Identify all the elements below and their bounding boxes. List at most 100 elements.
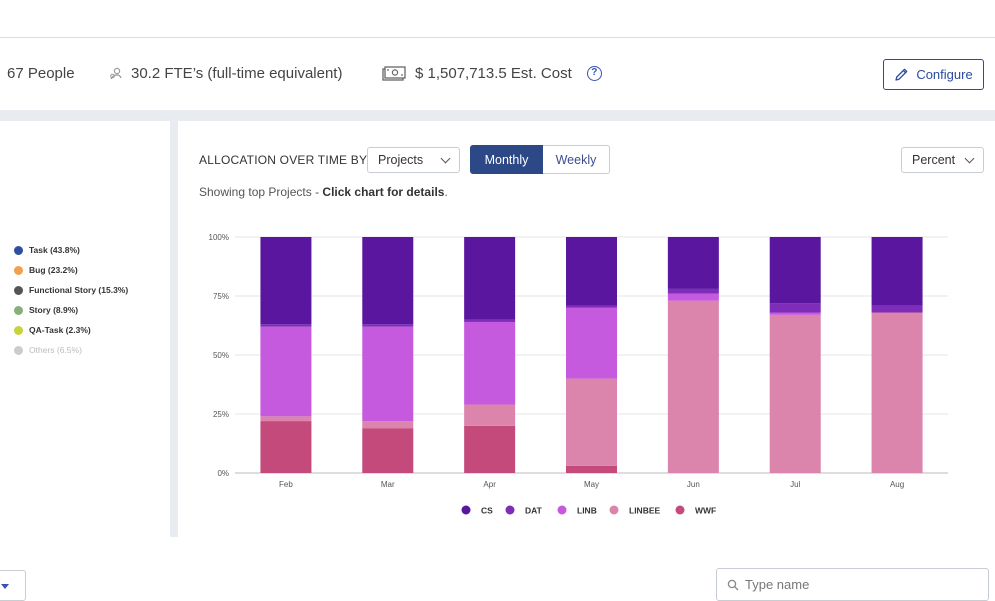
bar-segment-linbee-mar[interactable]: [362, 421, 414, 429]
legend-label: QA-Task (2.3%): [29, 325, 91, 335]
legend-label: Others (6.5%): [29, 345, 82, 355]
help-icon[interactable]: ?: [586, 66, 602, 81]
bar-segment-cs-jul[interactable]: [769, 237, 821, 304]
x-tick-label: May: [584, 480, 599, 489]
legend-dot: [14, 345, 23, 355]
bar-segment-linbee-jul[interactable]: [769, 314, 821, 473]
issue-type-legend: Task (43.8%) Bug (23.2%) Functional Story …: [14, 240, 128, 360]
search-input[interactable]: [745, 577, 975, 592]
configure-label: Configure: [916, 67, 973, 82]
fte-text: 30.2 FTE’s (full-time equivalent): [131, 65, 343, 82]
bar-segment-cs-feb[interactable]: [260, 237, 312, 325]
x-tick-label: Jul: [790, 480, 800, 489]
bar-segment-cs-may[interactable]: [566, 237, 617, 306]
people-count: 67 People: [7, 65, 75, 82]
stats-bar: 67 People 30.2 FTE’s (full-time equivale…: [0, 38, 995, 110]
cost-stat: $ 1,507,713.5 Est. Cost ?: [382, 65, 602, 82]
chevron-down-icon: [964, 153, 975, 163]
bar-segment-linb-feb[interactable]: [260, 326, 312, 417]
legend-dot-linbee: [609, 505, 619, 515]
caret-down-icon: [1, 584, 9, 589]
issue-type-legend-item[interactable]: Bug (23.2%): [14, 260, 128, 280]
search-icon: [727, 579, 739, 590]
fte-stat: 30.2 FTE’s (full-time equivalent): [109, 65, 342, 82]
bar-segment-wwf-mar[interactable]: [362, 428, 414, 473]
bar-segment-linbee-apr[interactable]: [464, 404, 516, 426]
bar-segment-dat-aug[interactable]: [871, 305, 923, 313]
bar-segment-dat-apr[interactable]: [464, 319, 516, 322]
bar-segment-dat-feb[interactable]: [260, 324, 312, 327]
y-tick-label: 0%: [217, 469, 229, 478]
issue-type-legend-item[interactable]: Functional Story (15.3%): [14, 280, 128, 300]
bar-segment-linbee-jun[interactable]: [667, 300, 719, 473]
issue-type-legend-item[interactable]: Others (6.5%): [14, 340, 128, 360]
legend-label-dat[interactable]: DAT: [525, 506, 543, 516]
group-by-dropdown[interactable]: Projects: [367, 147, 460, 173]
legend-dot: [14, 305, 23, 315]
bar-segment-dat-mar[interactable]: [362, 324, 414, 327]
x-tick-label: Aug: [890, 480, 904, 489]
x-tick-label: Mar: [381, 480, 395, 489]
bar-segment-linbee-feb[interactable]: [260, 416, 312, 422]
monthly-button[interactable]: Monthly: [470, 145, 543, 174]
legend-dot-wwf: [675, 505, 685, 515]
chevron-down-icon: [440, 153, 451, 163]
allocation-chart[interactable]: 0% 25% 50% 75% 100% Feb Mar Apr May Jun Jul Aug CS DA…: [178, 225, 983, 525]
legend-dot: [14, 265, 23, 275]
issue-type-legend-item[interactable]: Story (8.9%): [14, 300, 128, 320]
bar-segment-dat-jun[interactable]: [667, 288, 719, 294]
legend-label-linb[interactable]: LINB: [577, 506, 597, 516]
money-icon: [382, 65, 406, 81]
bar-segment-linb-may[interactable]: [566, 307, 617, 379]
bar-segment-cs-apr[interactable]: [464, 237, 516, 320]
group-by-value: Projects: [378, 153, 424, 167]
bar-segment-linb-apr[interactable]: [464, 321, 516, 405]
click-hint: Click chart for details: [322, 185, 445, 199]
bar-segment-wwf-feb[interactable]: [260, 421, 312, 473]
legend-label-cs[interactable]: CS: [481, 506, 493, 516]
x-tick-label: Jun: [687, 480, 700, 489]
legend-dot-dat: [505, 505, 515, 515]
bar-segment-cs-aug[interactable]: [871, 237, 923, 306]
legend-dot-linb: [557, 505, 567, 515]
issue-type-legend-item[interactable]: Task (43.8%): [14, 240, 128, 260]
bar-segment-linbee-aug[interactable]: [871, 312, 923, 473]
allocation-title: ALLOCATION OVER TIME BY: [199, 153, 368, 167]
chart-subtitle: Showing top Projects - Click chart for d…: [199, 185, 448, 199]
bar-segment-wwf-may[interactable]: [566, 465, 617, 473]
bar-segment-linb-mar[interactable]: [362, 326, 414, 422]
search-box[interactable]: [716, 568, 989, 601]
bar-segment-linb-jun[interactable]: [667, 293, 719, 301]
legend-label: Story (8.9%): [29, 305, 79, 315]
legend-label-wwf[interactable]: WWF: [695, 506, 716, 516]
weekly-button[interactable]: Weekly: [543, 145, 610, 174]
bar-segment-linb-jul[interactable]: [769, 312, 821, 315]
legend-label: Functional Story (15.3%): [29, 285, 129, 295]
bar-segment-linbee-may[interactable]: [566, 378, 617, 466]
issue-type-panel: [0, 121, 170, 537]
issue-type-legend-item[interactable]: QA-Task (2.3%): [14, 320, 128, 340]
y-tick-label: 100%: [209, 233, 229, 242]
unit-dropdown[interactable]: Percent: [901, 147, 984, 173]
bar-segment-wwf-apr[interactable]: [464, 425, 516, 473]
configure-button[interactable]: Configure: [883, 59, 984, 90]
legend-dot: [14, 285, 23, 295]
legend-label: Bug (23.2%): [29, 265, 78, 275]
cost-text: $ 1,507,713.5 Est. Cost: [415, 65, 572, 82]
fte-icon: [110, 67, 122, 79]
period-toggle: Monthly Weekly: [470, 145, 610, 174]
legend-dot-cs: [461, 505, 471, 515]
bar-segment-cs-jun[interactable]: [667, 237, 719, 289]
bar-segment-dat-may[interactable]: [566, 305, 617, 308]
x-tick-label: Feb: [279, 480, 293, 489]
y-tick-label: 75%: [213, 292, 229, 301]
x-tick-label: Apr: [483, 480, 496, 489]
pencil-icon: [895, 68, 908, 81]
top-bar: [0, 0, 995, 38]
legend-label: Task (43.8%): [29, 245, 80, 255]
bar-segment-dat-jul[interactable]: [769, 303, 821, 313]
legend-dot: [14, 245, 23, 255]
bottom-dropdown[interactable]: [0, 570, 26, 601]
bar-segment-cs-mar[interactable]: [362, 237, 414, 325]
legend-label-linbee[interactable]: LINBEE: [629, 506, 661, 516]
